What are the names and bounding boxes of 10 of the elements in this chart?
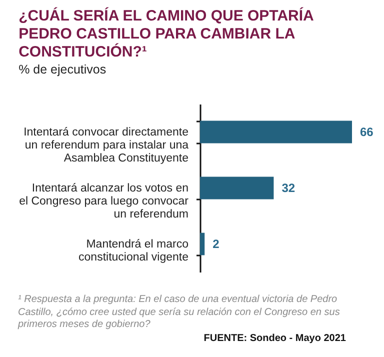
- y-tick-label: Intentará convocar directamente un referendum para instalar una Asamblea Constituyente: [24, 126, 190, 164]
- text: % de ejecutivos: [18, 62, 106, 76]
- chart-title: ¿CUÁL SERÍA EL CAMINO QUE OPTARÍA PEDRO CASTILLO PARA CAMBIAR LA CONSTITUCIÓN?¹: [18, 6, 314, 60]
- data-label: 2: [212, 237, 220, 251]
- data-label: 32: [282, 181, 296, 195]
- y-tick-label: Intentará alcanzar los votos en el Congreso para luego convocar un referendum: [19, 182, 189, 220]
- y-tick-label: Mantendrá el marco constitucional vigente: [78, 238, 188, 264]
- data-label: 66: [360, 125, 374, 139]
- source-note: FUENTE: Sondeo - Mayo 2021: [204, 333, 346, 344]
- text: ¹ Respuesta a la pregunta: En el caso de una eventual victoria de Pedro Castillo, ¿cómo cree usted que sería su relación con el Congreso en sus primeros meses de gobierno?: [18, 294, 341, 332]
